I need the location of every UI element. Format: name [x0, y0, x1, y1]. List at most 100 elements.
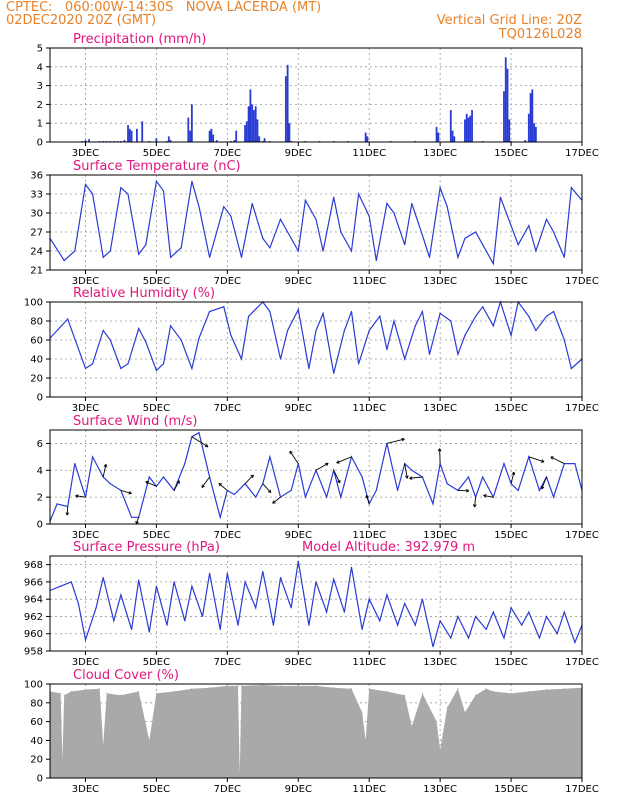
wind-point [574, 462, 576, 465]
x-tick-label: 3DEC [72, 148, 99, 159]
temp-point [304, 199, 306, 201]
precip-bar [524, 140, 527, 142]
precip-bar [288, 123, 291, 142]
wind-point [553, 496, 555, 498]
x-tick-label: 11DEC [352, 530, 386, 541]
y-tick-label: 2 [37, 100, 43, 111]
cloud-cover-point [333, 687, 335, 689]
rh-point [414, 325, 416, 327]
y-tick-label: 0 [37, 393, 43, 404]
x-tick-label: 5DEC [143, 403, 170, 414]
panel-frame [49, 429, 583, 525]
rh-point [198, 337, 200, 339]
precip-bar [534, 126, 537, 142]
x-tick-label: 17DEC [565, 403, 599, 414]
panel-title: Cloud Cover (%) [73, 668, 179, 683]
pressure-point [386, 594, 388, 596]
pressure-point [343, 611, 345, 613]
cloud-cover-point [239, 772, 241, 774]
pressure-point [333, 578, 335, 580]
wind-arrow [483, 494, 494, 498]
temp-point [368, 215, 370, 217]
pressure-point [350, 566, 353, 568]
wind-point [396, 489, 399, 492]
precip-bar [453, 136, 456, 142]
temp-point [428, 256, 431, 258]
wind-arrow [262, 483, 272, 493]
precip-bar [533, 123, 536, 142]
precip-bar [189, 130, 191, 142]
wind-point [467, 476, 470, 478]
wind-point [148, 476, 150, 478]
cloud-cover-point [155, 692, 157, 695]
x-tick-label: 9DEC [285, 784, 312, 795]
wind-point [162, 476, 165, 478]
rh-point [230, 334, 232, 336]
x-tick-label: 13DEC [423, 148, 457, 159]
cloud-cover-point [237, 685, 239, 687]
x-tick-label: 5DEC [143, 276, 170, 287]
rh-point [428, 353, 431, 355]
wind-arrow-head [511, 471, 515, 475]
rh-point [269, 310, 271, 313]
wind-arrow [409, 476, 423, 479]
pressure-point [297, 560, 299, 562]
pressure-point [308, 624, 310, 626]
cloud-cover-point [209, 687, 211, 689]
rh-point [343, 329, 345, 332]
pressure-point [450, 637, 452, 639]
panel-rh: Relative Humidity (%) 0 20 40 60 80 100 3DEC 5DE… [24, 286, 599, 414]
cloud-cover-point [315, 685, 317, 687]
wind-arrow-head [401, 437, 405, 440]
temp-point [393, 212, 395, 214]
precip-bar [135, 128, 138, 142]
rh-point [450, 320, 452, 322]
cloud-cover-point [120, 694, 122, 696]
x-tick-label: 9DEC [285, 657, 312, 668]
precip-bar [251, 104, 254, 142]
temp-point [411, 202, 413, 205]
wind-arrow-head [474, 504, 477, 508]
cloud-cover-point [361, 711, 363, 713]
temp-point [109, 250, 111, 252]
rh-point [145, 341, 147, 343]
x-tick-label: 9DEC [285, 403, 312, 414]
y-tick-label: 60 [30, 336, 43, 347]
rh-point [510, 334, 512, 336]
x-tick-label: 13DEC [423, 784, 457, 795]
rh-point [315, 329, 317, 332]
cloud-cover-point [148, 739, 150, 742]
wind-arrow [315, 462, 329, 471]
pressure-point [70, 581, 72, 583]
wind-point [255, 496, 257, 498]
pressure-point [255, 607, 257, 609]
wind-point [290, 489, 292, 492]
rh-point [279, 358, 282, 360]
temp-point [102, 256, 104, 258]
wind-arrow [102, 464, 107, 478]
x-tick-label: 13DEC [423, 403, 457, 414]
precip-bar [215, 140, 218, 142]
cloud-cover-point [510, 692, 512, 695]
x-tick-label: 9DEC [285, 530, 312, 541]
wind-arrow-head [541, 486, 545, 490]
temp-point [84, 183, 87, 186]
x-tick-label: 9DEC [285, 276, 312, 287]
pressure-point [538, 637, 541, 639]
rh-point [404, 358, 406, 360]
pressure-point [315, 581, 317, 583]
pressure-point [191, 585, 193, 587]
wind-arrow [439, 448, 441, 464]
wind-point [517, 489, 519, 492]
cloud-cover-point [63, 694, 65, 696]
rh-line [49, 299, 583, 374]
wind-point [184, 462, 186, 465]
y-tick-label: 5 [37, 44, 43, 55]
wind-arrow-head [483, 495, 487, 498]
wind-arrow-head [206, 443, 209, 448]
wind-arrow [145, 481, 157, 487]
cloud-cover-point [99, 688, 101, 690]
pressure-point [95, 607, 97, 609]
temp-point [230, 215, 232, 217]
precip-bar [364, 132, 367, 142]
